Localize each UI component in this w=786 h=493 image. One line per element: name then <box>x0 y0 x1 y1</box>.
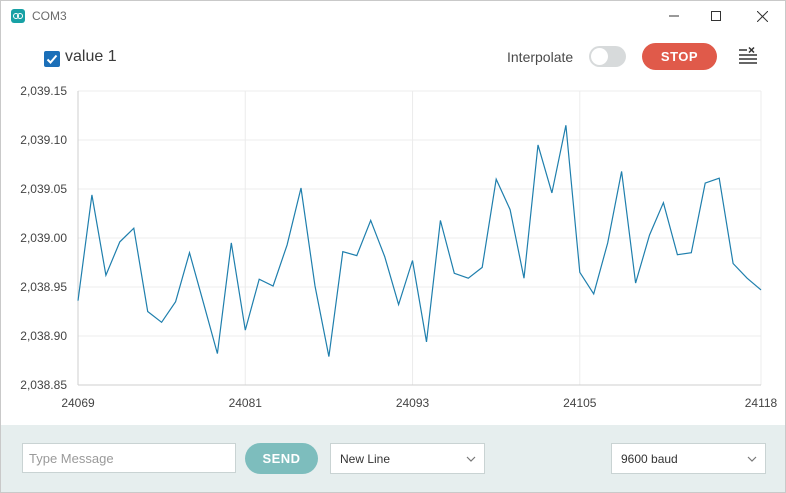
y-tick-label: 2,038.90 <box>20 329 67 343</box>
interpolate-toggle[interactable] <box>589 46 626 67</box>
series-label: value 1 <box>65 48 117 65</box>
x-tick-label: 24069 <box>61 396 95 410</box>
y-tick-label: 2,039.05 <box>20 182 67 196</box>
clear-menu-button[interactable] <box>737 45 759 67</box>
baud-rate-value: 9600 baud <box>621 452 678 466</box>
y-tick-label: 2,039.00 <box>20 231 67 245</box>
series-checkbox[interactable] <box>44 51 60 67</box>
send-button[interactable]: SEND <box>245 443 318 474</box>
line-chart: 2,039.15 2,039.10 2,039.05 2,039.00 2,038.95… <box>20 85 778 410</box>
interpolate-label: Interpolate <box>507 49 574 65</box>
y-tick-label: 2,038.85 <box>20 378 67 392</box>
y-tick-label: 2,039.15 <box>20 85 67 98</box>
toggle-knob <box>591 48 608 65</box>
maximize-button[interactable] <box>693 1 739 31</box>
y-tick-label: 2,039.10 <box>20 133 67 147</box>
message-input[interactable] <box>22 443 236 473</box>
stop-button[interactable]: STOP <box>642 43 717 70</box>
x-tick-label: 24118 <box>745 396 778 410</box>
x-tick-label: 24105 <box>563 396 597 410</box>
window-title: COM3 <box>32 9 67 23</box>
maximize-icon <box>711 11 721 21</box>
x-tick-label: 24081 <box>229 396 263 410</box>
plot-area: 2,039.15 2,039.10 2,039.05 2,039.00 2,038.95… <box>1 85 785 420</box>
line-ending-value: New Line <box>340 452 391 466</box>
x-tick-label: 24093 <box>396 396 430 410</box>
minimize-icon <box>669 15 679 17</box>
clear-list-icon <box>739 46 757 64</box>
chevron-down-icon <box>466 456 476 462</box>
checkmark-icon <box>46 54 58 64</box>
minimize-button[interactable] <box>651 1 697 31</box>
close-icon <box>756 10 768 22</box>
line-ending-select[interactable]: New Line <box>330 443 485 474</box>
arduino-app-icon <box>11 9 25 23</box>
chevron-down-icon <box>747 456 757 462</box>
series-line-value-1 <box>77 125 762 357</box>
close-button[interactable] <box>739 1 785 31</box>
title-bar: COM3 <box>1 1 785 31</box>
baud-rate-select[interactable]: 9600 baud <box>611 443 766 474</box>
y-tick-label: 2,038.95 <box>20 280 67 294</box>
plotter-toolbar: value 1 Interpolate STOP <box>1 31 785 85</box>
message-bar: SEND New Line 9600 baud <box>1 425 785 492</box>
